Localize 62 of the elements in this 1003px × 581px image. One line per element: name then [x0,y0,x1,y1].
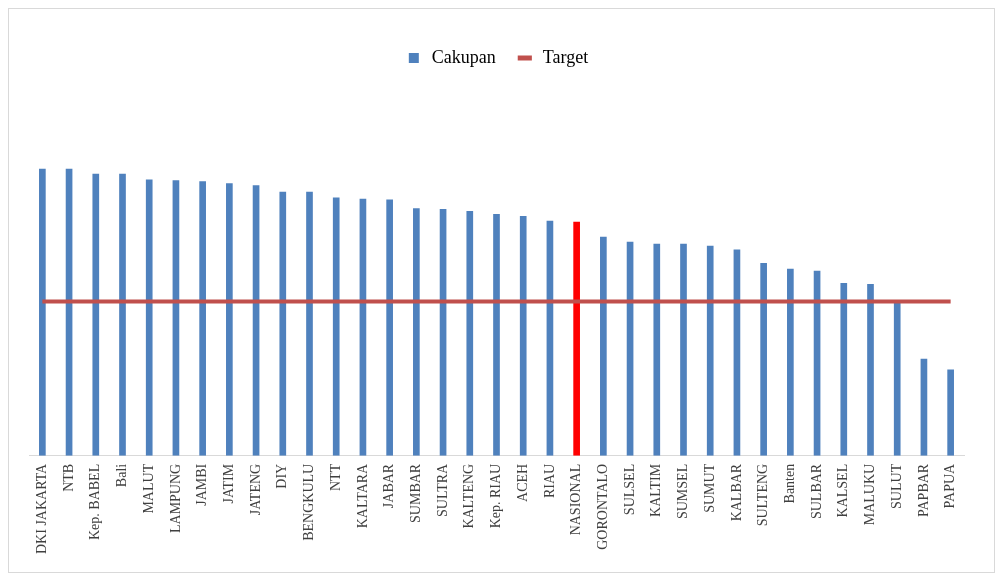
bar [760,262,767,456]
x-tick-label: NTB [60,463,76,492]
bar [787,268,794,456]
bar [413,208,420,456]
bar [867,283,874,456]
x-tick-label: Bali [114,463,130,488]
legend-label: Cakupan [431,46,496,67]
bar [386,199,393,456]
bar [92,173,100,456]
x-tick-label: ACEH [514,463,530,502]
legend-label: Target [542,46,589,67]
x-tick-label: JABAR [381,463,397,509]
x-tick-label: JATENG [247,463,263,516]
bar [279,191,287,456]
bar [893,300,901,456]
x-tick-label: Banten [782,463,798,504]
x-tick-label: KALBAR [728,463,744,522]
x-tick-label: MALUKU [862,463,878,526]
x-tick-label: NTT [327,463,343,492]
bar [947,369,954,456]
bar [680,243,687,456]
bar [39,168,46,456]
bar [332,197,340,456]
bar [519,215,527,456]
x-tick-label: SUMUT [701,463,717,513]
x-tick-label: SUMBAR [408,463,424,523]
x-tick-label: PAPUA [942,462,958,509]
x-tick-label: Kep. BABEL [87,463,103,541]
bar [600,236,607,456]
x-tick-label: KALTENG [461,463,477,529]
bar [306,191,313,456]
x-tick-label: RIAU [541,463,557,499]
x-tick-label: KALTIM [648,463,664,517]
x-tick-label: JAMBI [194,463,210,506]
x-tick-label: SUMSEL [675,463,691,520]
bar [840,283,848,456]
bar [226,183,233,456]
x-tick-label: SULUT [888,463,904,509]
x-tick-label: JATIM [221,463,237,504]
x-tick-label: PAPBAR [915,463,931,517]
x-tick-label: SULSEL [621,463,637,516]
x-tick-label: GORONTALO [595,463,611,550]
x-tick-label: SULTENG [755,463,771,527]
x-tick-label: Kep. RIAU [488,463,504,529]
bar [199,181,206,456]
x-tick-label: SULTRA [434,462,450,517]
x-tick-label: DKI JAKARTA [34,462,50,554]
bar [119,173,126,456]
bar [493,213,500,456]
x-tick-label: KALTARA [354,462,370,529]
bar [653,243,661,456]
x-tick-label: BENGKULU [301,463,317,541]
bar [706,245,714,456]
bar [573,221,580,456]
x-tick-label: SULBAR [808,463,824,520]
x-tick-label: NASIONAL [568,463,584,536]
x-tick-label: DIY [274,463,290,489]
x-tick-label: MALUT [140,463,156,514]
bar [145,179,153,456]
x-tick-label: LAMPUNG [167,463,183,534]
bar [466,211,474,456]
x-tick-label: KALSEL [835,463,851,518]
